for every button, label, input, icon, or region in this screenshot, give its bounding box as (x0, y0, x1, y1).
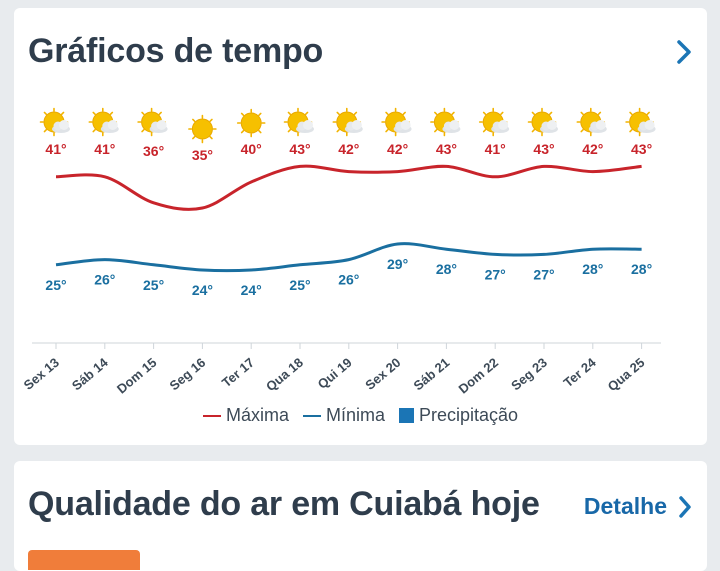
legend-precip[interactable]: Precipitação (398, 405, 519, 426)
max-temp-label: 41° (45, 141, 66, 157)
min-temp-label: 27° (533, 266, 554, 282)
sunny-icon (236, 108, 266, 138)
x-axis-label: Seg 23 (508, 355, 550, 393)
x-axis-ticks (55, 343, 643, 349)
max-temp-label: 43° (436, 141, 457, 157)
min-temp-label: 24° (192, 282, 213, 298)
max-temp-label: 41° (94, 141, 115, 157)
max-temp-label: 35° (192, 147, 213, 163)
sunny-icon (188, 114, 217, 144)
max-temp-label: 42° (582, 141, 603, 157)
chevron-right-icon (679, 495, 691, 518)
legend-max-label: Máxima (225, 405, 289, 425)
weather-charts-card: Gráficos de tempo 41° 41° 36° 35° 40° 43° 42° 4… (14, 8, 707, 445)
max-temp-label: 36° (143, 143, 164, 159)
aqi-badge (28, 550, 140, 570)
min-temp-label: 25° (45, 277, 66, 293)
x-axis-label: Sex 20 (362, 355, 403, 393)
air-quality-title: Qualidade do ar em Cuiabá hoje (28, 485, 540, 523)
min-temp-label: 27° (485, 266, 506, 282)
max-temp-label: 43° (533, 141, 554, 157)
legend-min-label: Mínima (325, 405, 385, 425)
partly-sunny-icon (332, 107, 363, 137)
weather-chart: 41° 41° 36° 35° 40° 43° 42° 42° 43° 41° 43° 42° 43° … (21, 107, 661, 396)
min-temp-label: 28° (436, 261, 457, 277)
partly-sunny-icon (625, 107, 656, 137)
partly-sunny-icon (478, 107, 510, 137)
chevron-right-icon[interactable] (673, 38, 695, 66)
max-temp-label: 43° (289, 141, 310, 157)
min-temp-label: 28° (582, 261, 603, 277)
max-temp-labels: 41° 41° 36° 35° 40° 43° 42° 42° 43° 41° 43° 42° 43° (45, 141, 652, 163)
partly-sunny-icon (283, 107, 314, 137)
max-temp-label: 43° (631, 141, 652, 157)
weather-charts-title: Gráficos de tempo (28, 32, 324, 70)
min-temp-label: 26° (338, 272, 359, 288)
legend-max[interactable]: Máxima (202, 405, 289, 426)
legend-min-swatch (302, 414, 321, 417)
min-temp-label: 24° (241, 282, 262, 298)
partly-sunny-icon (137, 107, 168, 137)
min-temp-label: 29° (387, 256, 408, 272)
x-axis-label: Qui 19 (315, 355, 355, 392)
legend-precip-swatch (398, 408, 414, 423)
partly-sunny-icon (39, 107, 70, 137)
x-axis-label: Dom 22 (456, 355, 502, 397)
weather-icons-layer (39, 107, 656, 144)
air-quality-card: Qualidade do ar em Cuiabá hoje Detalhe (14, 461, 707, 571)
x-axis-label: Dom 15 (114, 355, 160, 397)
partly-sunny-icon (430, 107, 461, 137)
x-axis-label: Qua 25 (605, 355, 648, 394)
max-temp-label: 42° (338, 141, 359, 157)
min-temp-labels: 25° 26° 25° 24° 24° 25° 26° 29° 28° 27° 27° 28° 28° (45, 256, 652, 298)
legend-precip-label: Precipitação (418, 405, 519, 425)
max-temp-line (55, 164, 642, 211)
partly-sunny-icon (88, 107, 119, 137)
x-axis-label: Ter 24 (560, 354, 599, 390)
min-temp-label: 26° (94, 272, 115, 288)
detail-link[interactable]: Detalhe (584, 493, 693, 520)
partly-sunny-icon (381, 107, 412, 137)
x-axis-label: Sáb 21 (411, 355, 453, 393)
min-temp-line (55, 242, 642, 273)
min-temp-label: 25° (143, 277, 164, 293)
x-axis-label: Qua 18 (263, 355, 306, 394)
max-temp-label: 41° (485, 141, 506, 157)
max-temp-label: 42° (387, 141, 408, 157)
detail-label: Detalhe (583, 493, 667, 519)
min-temp-label: 25° (289, 277, 310, 293)
x-axis-label: Ter 17 (219, 355, 257, 390)
x-axis-labels: Sex 13 Sáb 14 Dom 15 Seg 16 Ter 17 Qua 18 Qui … (21, 354, 648, 396)
max-temp-label: 40° (241, 141, 262, 157)
min-temp-label: 28° (631, 261, 652, 277)
x-axis-label: Sex 13 (21, 355, 62, 393)
chart-legend: Máxima Mínima Precipitação (14, 405, 707, 426)
x-axis-label: Seg 16 (167, 355, 209, 393)
legend-min[interactable]: Mínima (302, 405, 385, 426)
legend-max-swatch (202, 414, 221, 417)
partly-sunny-icon (527, 107, 558, 137)
partly-sunny-icon (576, 107, 607, 137)
x-axis-label: Sáb 14 (69, 354, 111, 393)
